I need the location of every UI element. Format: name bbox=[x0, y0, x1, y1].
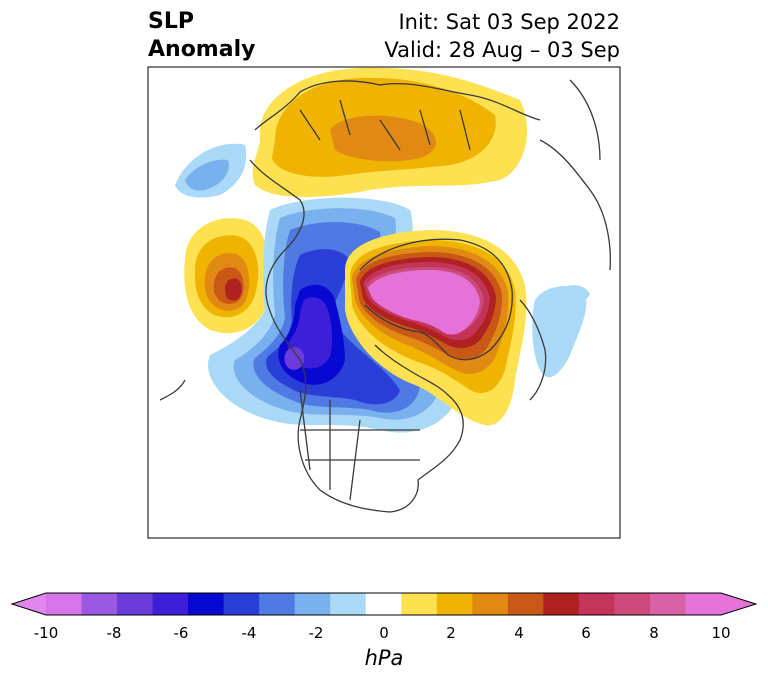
colorbar-segment bbox=[649, 593, 686, 615]
colorbar-segment bbox=[578, 593, 615, 615]
colorbar-segment bbox=[436, 593, 473, 615]
negative-anomaly-northeast bbox=[560, 285, 590, 304]
init-date: Init: Sat 03 Sep 2022 bbox=[398, 10, 620, 34]
colorbar-segment bbox=[223, 593, 260, 615]
colorbar-segment bbox=[46, 593, 83, 615]
colorbar-segment bbox=[401, 593, 438, 615]
title-line-2: Anomaly bbox=[148, 37, 256, 62]
valid-range: Valid: 28 Aug – 03 Sep bbox=[384, 38, 620, 62]
colorbar-segment bbox=[152, 593, 189, 615]
map-title: SLP Anomaly bbox=[148, 8, 255, 64]
tick-label: 8 bbox=[649, 624, 659, 642]
colorbar-segment bbox=[294, 593, 331, 615]
map-frame bbox=[147, 66, 621, 539]
slp-anomaly-map bbox=[147, 66, 621, 539]
negative-anomaly-west-core bbox=[185, 159, 229, 191]
colorbar bbox=[10, 592, 758, 616]
tick-label: -6 bbox=[173, 624, 189, 642]
positive-anomaly-west-peak bbox=[225, 278, 242, 301]
anomaly-field bbox=[148, 67, 620, 538]
colorbar-segment bbox=[507, 593, 544, 615]
colorbar-extend-low bbox=[12, 593, 46, 615]
tick-label: -4 bbox=[241, 624, 257, 642]
coastlines bbox=[159, 79, 611, 513]
colorbar-segment bbox=[259, 593, 296, 615]
tick-label: 10 bbox=[711, 624, 731, 642]
colorbar-units: hPa bbox=[364, 646, 404, 670]
colorbar-segment bbox=[543, 593, 580, 615]
negative-anomaly-trough-peak bbox=[284, 347, 305, 370]
colorbar-extend-high bbox=[721, 593, 756, 615]
colorbar-segment bbox=[81, 593, 118, 615]
tick-label: 0 bbox=[379, 624, 389, 642]
colorbar-segment bbox=[330, 593, 367, 615]
tick-label: 2 bbox=[446, 624, 456, 642]
map-subtitle: Init: Sat 03 Sep 2022 Valid: 28 Aug – 03… bbox=[384, 8, 620, 64]
tick-label: -8 bbox=[106, 624, 122, 642]
title-line-1: SLP bbox=[148, 9, 194, 34]
positive-anomaly-east-peak bbox=[368, 270, 480, 335]
colorbar-segment bbox=[472, 593, 509, 615]
colorbar-segment bbox=[117, 593, 154, 615]
tick-label: 4 bbox=[514, 624, 524, 642]
colorbar-segment bbox=[188, 593, 225, 615]
positive-anomaly-north-peak bbox=[330, 115, 437, 162]
tick-label: -2 bbox=[308, 624, 324, 642]
tick-label: 6 bbox=[581, 624, 591, 642]
colorbar-segment bbox=[614, 593, 651, 615]
tick-label: -10 bbox=[33, 624, 59, 642]
colorbar-segment bbox=[685, 593, 722, 615]
colorbar-segment bbox=[365, 593, 402, 615]
colorbar-outline bbox=[10, 592, 758, 616]
